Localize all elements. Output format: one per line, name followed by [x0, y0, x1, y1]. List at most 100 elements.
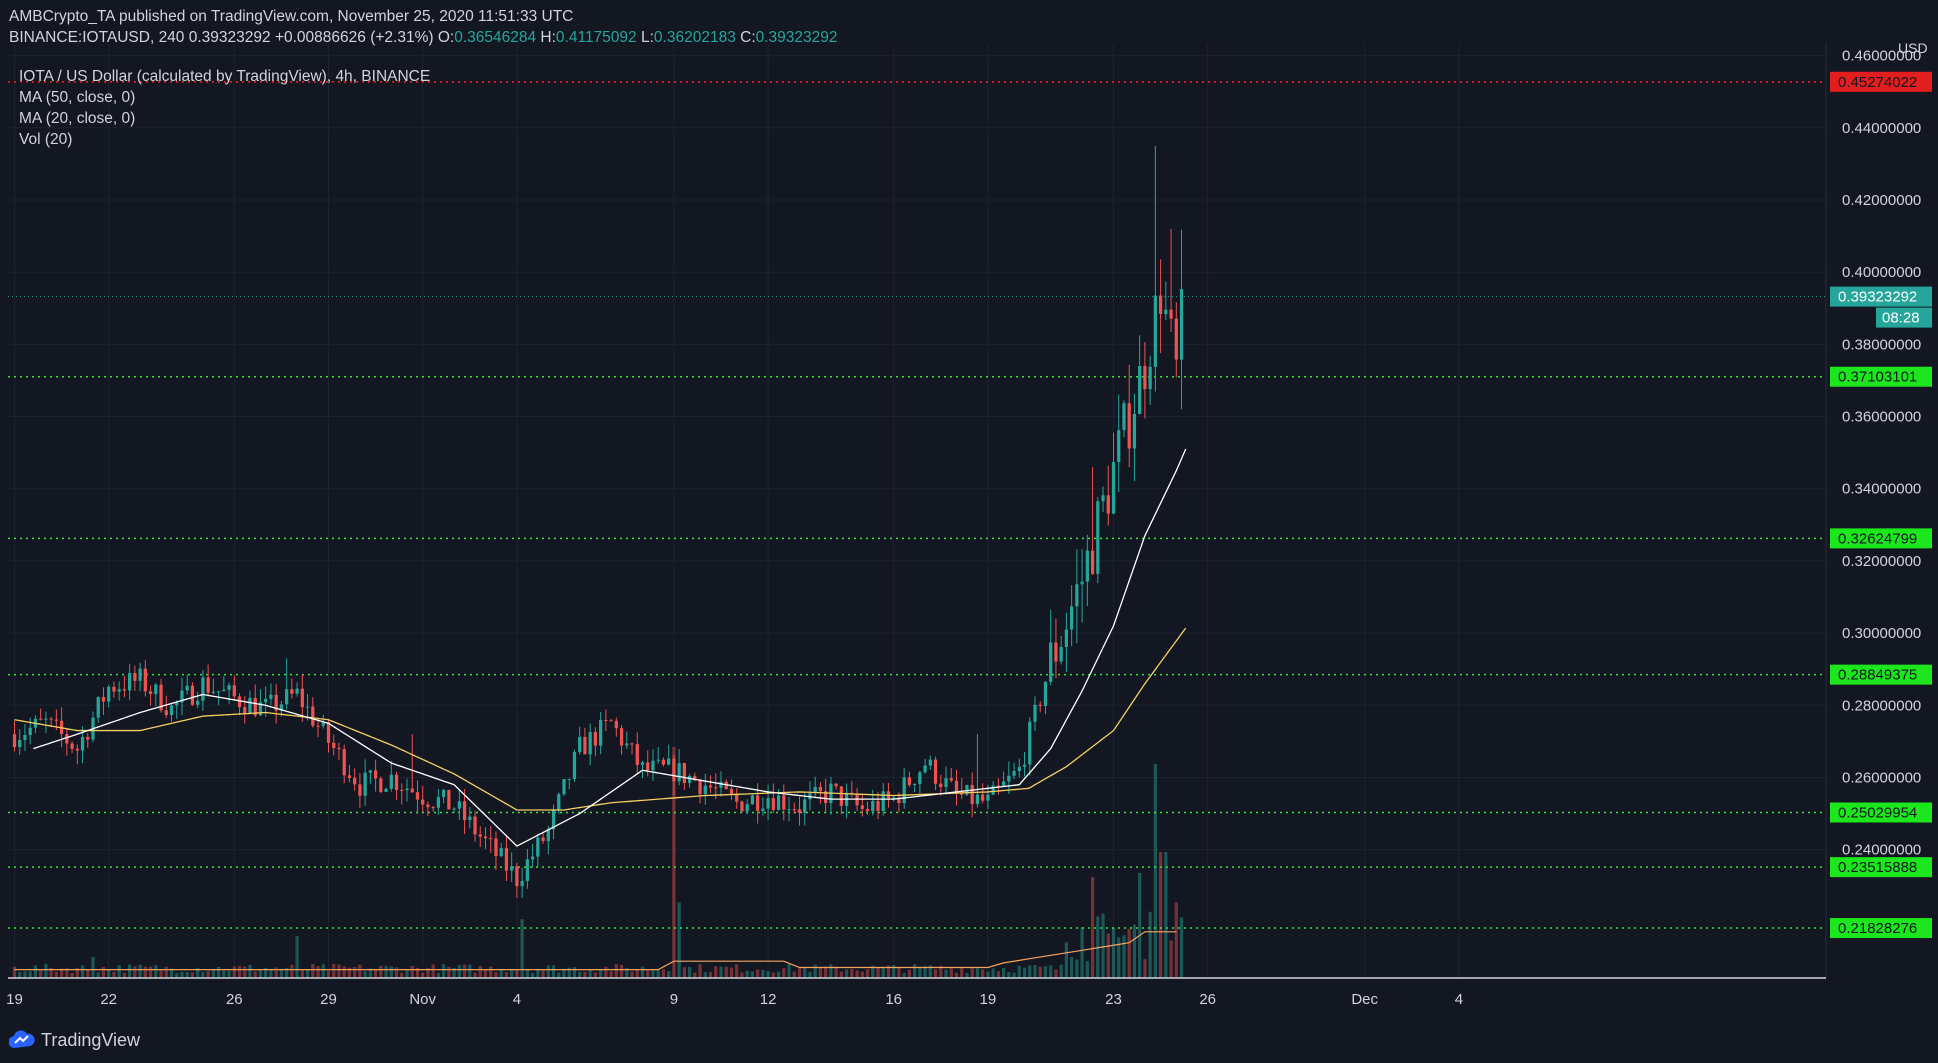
volume-bar: [44, 963, 48, 978]
candle-body: [368, 770, 372, 773]
price-axis[interactable]: 0.46000000 0.44000000 0.42000000 0.40000000…: [1825, 0, 1938, 979]
candle: [813, 776, 817, 798]
candle: [651, 749, 655, 781]
low-label: L:: [640, 29, 654, 46]
candle: [12, 720, 17, 752]
candle: [567, 778, 571, 790]
candle: [1038, 701, 1042, 713]
volume-bar: [829, 964, 833, 978]
candle-body: [661, 759, 666, 765]
candle: [400, 783, 404, 805]
candle: [483, 827, 488, 849]
volume-bar: [337, 964, 341, 978]
volume-bar: [855, 970, 859, 978]
candle: [394, 771, 399, 800]
candle-body: [593, 732, 598, 746]
volume-bar: [1101, 913, 1105, 978]
candle-body: [379, 778, 383, 792]
volume-bar: [567, 967, 571, 978]
candle-body: [504, 848, 509, 871]
candle-body: [1080, 581, 1084, 585]
volume-bar: [431, 964, 435, 978]
volume-bar: [138, 964, 142, 978]
low-value: 0.36202183: [653, 29, 736, 46]
publisher-name[interactable]: AMBCrypto_TA: [9, 8, 115, 25]
candle-body: [290, 689, 294, 694]
candle-body: [656, 759, 660, 761]
candle-body: [708, 785, 713, 788]
candle: [729, 779, 734, 801]
candle-body: [206, 677, 210, 693]
volume-bar: [635, 969, 639, 978]
volume-bar: [750, 971, 755, 978]
volume-bar: [640, 966, 645, 978]
candle: [384, 787, 388, 793]
volume-bar: [609, 971, 613, 978]
time-tick-label: 9: [670, 991, 678, 1008]
candle-body: [897, 797, 901, 804]
candle-body: [818, 786, 823, 792]
candle-body: [394, 774, 399, 791]
volume-bar: [698, 964, 702, 978]
candle: [834, 783, 838, 790]
legend-volume[interactable]: Vol (20): [19, 131, 73, 148]
volume-bar: [248, 964, 252, 978]
candle: [101, 687, 106, 716]
legend-ma20[interactable]: MA (20, close, 0): [19, 110, 136, 127]
candle: [928, 755, 932, 770]
candle-body: [316, 725, 320, 727]
volume-bar: [578, 971, 582, 978]
volume-bar: [1075, 959, 1079, 978]
volume-bar: [766, 971, 770, 978]
candle: [18, 729, 22, 755]
candle-body: [28, 727, 32, 735]
candle-body: [201, 677, 205, 701]
candle: [196, 691, 200, 709]
candle-body: [619, 728, 624, 746]
candle-body: [572, 752, 577, 779]
candle-body: [410, 788, 414, 793]
candle-body: [740, 801, 744, 812]
candle: [572, 749, 577, 783]
candle-body: [164, 710, 168, 716]
candle-body: [159, 684, 163, 711]
candle-body: [839, 786, 843, 806]
candle: [1012, 762, 1016, 779]
time-axis[interactable]: 19 22 26 29 Nov 4 9 12 16 19 23 26 Dec 4: [6, 977, 1826, 1008]
candle-body: [279, 704, 284, 711]
volume-bar: [546, 965, 550, 978]
candle: [112, 681, 116, 698]
candle: [646, 750, 650, 777]
candle-body: [965, 785, 969, 795]
time-tick-label: 19: [980, 991, 997, 1008]
candle-body: [1101, 495, 1105, 502]
legend-title[interactable]: IOTA / US Dollar (calculated by TradingV…: [19, 68, 431, 85]
candle: [201, 670, 205, 711]
volume-bar: [133, 966, 137, 978]
candle-body: [756, 795, 760, 811]
candle-body: [714, 787, 718, 789]
volume-bar: [18, 972, 22, 978]
candle: [232, 675, 236, 701]
candle: [782, 784, 786, 821]
volume-bar: [499, 969, 503, 978]
volume-bar: [813, 964, 817, 978]
candle: [185, 674, 189, 695]
candle-body: [44, 718, 48, 720]
legend-ma50[interactable]: MA (50, close, 0): [19, 89, 136, 106]
candle: [520, 867, 524, 898]
candle: [787, 796, 791, 822]
candle-body: [358, 784, 362, 796]
volume-bar: [923, 966, 927, 978]
candle-body: [667, 758, 671, 765]
candle: [944, 766, 948, 795]
candle-body: [112, 686, 116, 692]
candle-body: [881, 791, 885, 811]
candle-body: [175, 702, 179, 706]
tradingview-logo[interactable]: TradingView: [9, 1028, 140, 1052]
candle: [1033, 696, 1037, 731]
volume-bar: [771, 972, 775, 978]
volume-bar: [881, 966, 885, 978]
candle: [850, 780, 854, 798]
